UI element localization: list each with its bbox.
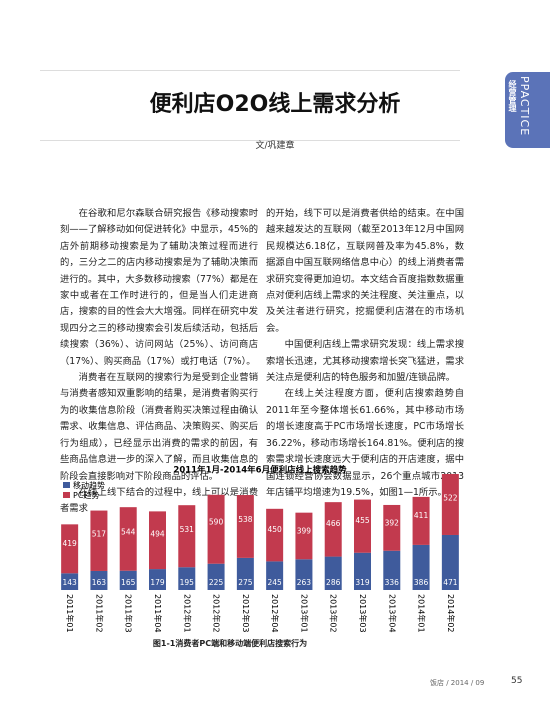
bar-segment — [354, 499, 371, 553]
side-tab-cn: 经营管理 — [508, 80, 517, 112]
paragraph: 在线上线下结合的过程中，线上可以是消费者需求 — [60, 486, 258, 515]
bar-segment — [61, 573, 79, 590]
x-tick-label: 2011年01 — [65, 594, 75, 633]
paragraph: 的开始，线下可以是消费者供给的结束。在中国越来越发达的互联网（截至2013年12… — [266, 208, 464, 334]
bar-segment — [119, 570, 137, 590]
x-tick-label: 2013年01 — [299, 594, 309, 633]
legend-swatch — [63, 492, 70, 498]
bar-segment — [412, 496, 430, 545]
value-label: 179 — [150, 578, 165, 587]
value-label: 466 — [326, 519, 341, 528]
bar-segment — [383, 504, 401, 551]
bar-segment — [266, 561, 284, 590]
value-label: 522 — [443, 493, 458, 502]
paragraph: 中国便利店线上需求研究发现：线上需求搜索增长迅速，尤其移动搜索增长突飞猛进，需求… — [266, 339, 464, 384]
page-number: 55 — [511, 676, 523, 686]
bar-segment — [295, 512, 313, 560]
bar-segment — [324, 502, 342, 557]
value-label: 319 — [355, 578, 370, 587]
bar-segment — [412, 544, 430, 590]
value-label: 245 — [267, 578, 282, 587]
bar-segment — [207, 563, 225, 590]
value-label: 538 — [238, 515, 253, 524]
legend-label: 移动趋势 — [73, 480, 105, 490]
footer-issue: 饭店 / 2014 / 09 — [430, 679, 485, 687]
right-column: 的开始，线下可以是消费者供给的结束。在中国越来越发达的互联网（截至2013年12… — [266, 206, 464, 501]
author-text: 文/巩建章 — [249, 141, 301, 151]
x-tick-label: 2012年03 — [241, 594, 251, 633]
value-label: 263 — [297, 578, 312, 587]
x-tick-label: 2013年04 — [387, 594, 397, 633]
x-tick-label: 2012年02 — [212, 594, 222, 633]
bar-segment — [383, 550, 401, 590]
value-label: 143 — [62, 578, 77, 587]
paragraph: 在线上关注程度方面，便利店搜索趋势自2011年至今整体增长61.66%，其中移动… — [266, 388, 464, 498]
value-label: 531 — [180, 525, 195, 534]
side-tab — [505, 72, 550, 148]
x-tick-label: 2014年01 — [417, 594, 427, 633]
value-label: 411 — [414, 511, 429, 520]
value-label: 494 — [150, 529, 165, 538]
value-label: 386 — [414, 578, 429, 587]
x-tick-label: 2011年02 — [94, 594, 104, 633]
chart-title: 2011年1月-2014年6月便利店线上搜索趋势 — [173, 465, 347, 476]
x-tick-label: 2013年02 — [329, 594, 339, 633]
legend-swatch — [63, 482, 70, 488]
bar-segment — [90, 510, 108, 571]
bar-segment — [236, 495, 254, 558]
bar-segment — [90, 570, 108, 590]
side-tab-en: PPACTICE — [518, 76, 531, 137]
bar-segment — [178, 505, 196, 568]
bar-segment — [61, 524, 79, 574]
x-tick-label: 2014年02 — [446, 594, 456, 633]
caption: 图1-1消费者PC端和移动端便利店搜索行为 — [152, 639, 308, 648]
bar-segment — [207, 494, 225, 564]
bar-segment — [354, 552, 371, 590]
value-label: 590 — [209, 517, 224, 526]
value-label: 471 — [443, 578, 458, 587]
value-label: 544 — [121, 528, 136, 537]
value-label: 419 — [62, 539, 77, 548]
value-label: 517 — [92, 530, 107, 539]
value-label: 450 — [267, 525, 282, 534]
value-label: 195 — [180, 578, 195, 587]
value-label: 225 — [209, 578, 224, 587]
x-tick-label: 2011年04 — [153, 594, 163, 633]
paragraph: 消费者在互联网的搜索行为是受到企业营销与消费者感知双重影响的结果，是消费者购买行… — [60, 372, 258, 482]
bar-segment — [178, 567, 196, 590]
bar-segment — [119, 507, 137, 571]
x-tick-label: 2012年04 — [270, 594, 280, 633]
bar-segment — [149, 569, 166, 590]
paragraph: 在谷歌和尼尔森联合研究报告《移动搜索时刻——了解移动如何促进转化》中显示，45%… — [60, 208, 258, 367]
bar-segment — [266, 508, 284, 562]
bar-segment — [441, 534, 459, 590]
value-label: 286 — [326, 578, 341, 587]
value-label: 275 — [238, 578, 253, 587]
value-label: 165 — [121, 578, 136, 587]
bar-segment — [295, 559, 313, 590]
value-label: 163 — [92, 578, 107, 587]
bar-segment — [236, 557, 254, 590]
title: 便利店O2O线上需求分析 — [149, 92, 401, 117]
value-label: 392 — [385, 518, 400, 527]
value-label: 336 — [385, 578, 400, 587]
legend-label: PC趋势 — [73, 490, 99, 500]
deco-line — [40, 140, 460, 141]
author: 文/巩建章 — [0, 138, 550, 151]
left-column: 在谷歌和尼尔森联合研究报告《移动搜索时刻——了解移动如何促进转化》中显示，45%… — [60, 206, 258, 518]
value-label: 399 — [297, 526, 312, 535]
bar-segment — [441, 474, 459, 535]
bar-segment — [149, 511, 166, 570]
x-tick-label: 2012年01 — [182, 594, 192, 633]
value-label: 455 — [355, 516, 370, 525]
bar-segment — [324, 556, 342, 590]
x-tick-label: 2013年03 — [358, 594, 368, 633]
deco-line — [40, 70, 460, 71]
x-tick-label: 2011年03 — [124, 594, 134, 633]
